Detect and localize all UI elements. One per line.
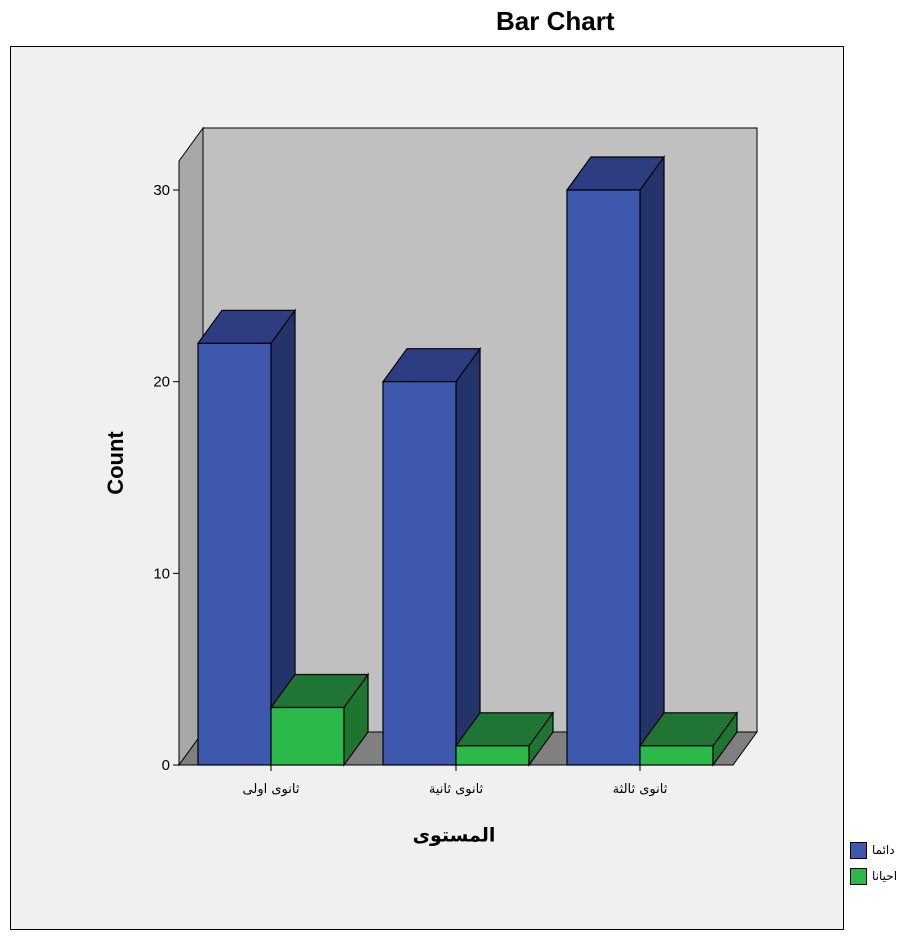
- y-axis-label: Count: [103, 431, 128, 495]
- y-tick-label-4: 30: [153, 182, 170, 199]
- legend-label-series-1: دائما: [872, 843, 895, 857]
- legend-label-series-2: احيانا: [872, 869, 898, 883]
- x-tick-label-1: ثانوى اولى: [243, 782, 300, 797]
- bar-s1-1: [197, 342, 272, 766]
- legend-swatch-series-2: [850, 867, 867, 885]
- y-tick-label-3: 20: [153, 374, 170, 391]
- legend-swatch-series-1: [850, 841, 867, 859]
- legend-item-series-2: احيانا: [850, 866, 897, 886]
- bar-side-s1-2: [455, 346, 481, 767]
- x-tick-label-2: ثانوى ثانية: [429, 782, 484, 797]
- legend-item-series-1: دائما: [850, 840, 895, 860]
- bar-s2-3: [639, 745, 714, 766]
- x-axis-label: المستوى: [412, 825, 496, 847]
- y-tick-label-1: 0: [162, 757, 170, 774]
- bar-side-s1-3: [639, 155, 665, 767]
- x-tick-label-3: ثانوى ثالثة: [613, 782, 668, 797]
- bar-s2-2: [455, 745, 530, 766]
- chart-title: Bar Chart: [496, 6, 615, 36]
- y-tick-label-2: 10: [153, 565, 170, 582]
- bar-s2-1: [270, 706, 345, 766]
- bar-s1-2: [382, 381, 457, 766]
- bar-s1-3: [566, 189, 641, 766]
